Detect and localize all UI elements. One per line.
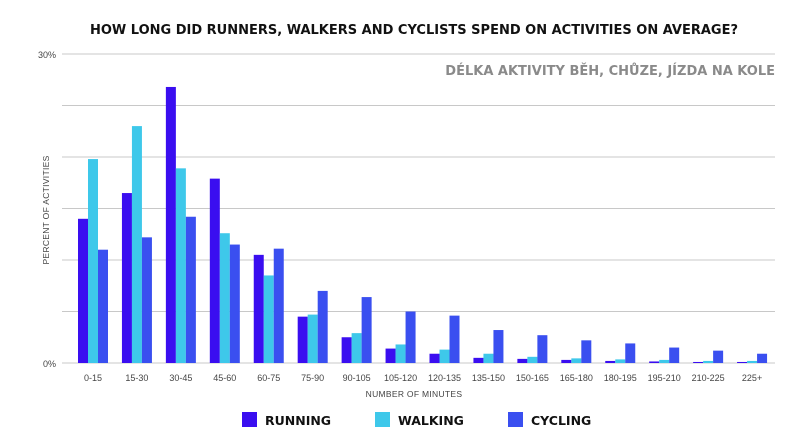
x-tick-label: 30-45 (169, 373, 192, 383)
bar-walking-90-105 (351, 333, 362, 363)
bar-running-120-135 (429, 353, 440, 363)
x-tick-label: 75-90 (301, 373, 324, 383)
bar-running-150-165 (517, 358, 528, 363)
bar-running-225+ (737, 361, 748, 363)
bar-cycling-120-135 (449, 315, 460, 363)
bar-cycling-180-195 (625, 343, 636, 363)
bar-cycling-45-60 (229, 244, 240, 363)
bar-walking-225+ (747, 360, 758, 363)
bar-cycling-30-45 (185, 216, 196, 363)
x-tick-label: 225+ (742, 373, 762, 383)
legend: RUNNING WALKING CYCLING (242, 412, 591, 428)
bar-cycling-195-210 (669, 347, 680, 363)
legend-swatch-walking (375, 412, 390, 427)
x-tick-label: 105-120 (384, 373, 417, 383)
x-tick-label: 15-30 (125, 373, 148, 383)
bar-walking-30-45 (175, 168, 186, 363)
bar-running-45-60 (209, 178, 220, 363)
y-axis-label: PERCENT OF ACTIVITIES (41, 155, 51, 264)
bar-cycling-225+ (757, 353, 768, 363)
x-tick-label: 90-105 (343, 373, 371, 383)
x-tick-label: 135-150 (472, 373, 505, 383)
bar-walking-0-15 (88, 159, 98, 363)
x-tick-label: 150-165 (516, 373, 549, 383)
chart-title: HOW LONG DID RUNNERS, WALKERS AND CYCLIS… (90, 23, 738, 38)
x-ticks: 0-15 15-30 30-45 45-60 60-75 75-90 90-105 105-1… (84, 373, 762, 383)
bar-running-165-180 (561, 359, 572, 363)
chart-subtitle: DÉLKA AKTIVITY BĚH, CHŮZE, JÍZDA NA KOLE (445, 63, 775, 79)
legend-swatch-cycling (508, 412, 523, 427)
bar-running-210-225 (693, 361, 704, 363)
bar-walking-120-135 (439, 349, 450, 363)
bar-walking-135-150 (483, 353, 494, 363)
y-tick-bottom: 0% (43, 359, 56, 369)
bar-running-195-210 (649, 361, 660, 363)
bar-walking-165-180 (571, 358, 582, 363)
bar-walking-210-225 (703, 360, 714, 363)
bar-running-90-105 (341, 337, 352, 363)
bar-walking-105-120 (395, 344, 406, 363)
bar-walking-195-210 (659, 359, 670, 363)
x-tick-label: 120-135 (428, 373, 461, 383)
bar-cycling-150-165 (537, 335, 548, 363)
bar-walking-180-195 (615, 359, 626, 363)
y-tick-top: 30% (38, 50, 56, 60)
x-tick-label: 180-195 (604, 373, 637, 383)
bar-running-135-150 (473, 357, 484, 363)
bar-running-105-120 (385, 348, 396, 363)
bar-cycling-135-150 (493, 330, 504, 363)
bar-running-30-45 (165, 86, 176, 364)
x-tick-label: 165-180 (560, 373, 593, 383)
bar-walking-75-90 (307, 314, 318, 363)
legend-label-running: RUNNING (265, 413, 331, 428)
bar-running-180-195 (605, 360, 616, 363)
bars-group (78, 86, 768, 364)
bar-running-0-15 (78, 218, 88, 363)
x-tick-label: 0-15 (84, 373, 102, 383)
legend-swatch-running (242, 412, 257, 427)
bar-cycling-0-15 (98, 249, 108, 363)
bar-cycling-105-120 (405, 311, 416, 363)
bar-cycling-60-75 (273, 248, 284, 363)
bar-walking-150-165 (527, 356, 538, 363)
bar-cycling-15-30 (141, 237, 152, 363)
bar-walking-15-30 (131, 126, 142, 363)
bar-walking-45-60 (219, 233, 230, 363)
bar-walking-60-75 (263, 275, 274, 363)
x-tick-label: 60-75 (257, 373, 280, 383)
bar-cycling-165-180 (581, 340, 592, 363)
legend-label-cycling: CYCLING (531, 413, 591, 428)
x-tick-label: 45-60 (213, 373, 236, 383)
bar-cycling-90-105 (361, 297, 372, 363)
bar-running-75-90 (297, 316, 308, 363)
x-tick-label: 195-210 (648, 373, 681, 383)
bar-cycling-210-225 (713, 350, 724, 363)
x-tick-label: 210-225 (692, 373, 725, 383)
bar-cycling-75-90 (317, 290, 328, 363)
x-axis-label: NUMBER OF MINUTES (366, 389, 463, 399)
legend-label-walking: WALKING (398, 413, 464, 428)
bar-running-60-75 (253, 254, 264, 363)
bar-running-15-30 (121, 193, 132, 363)
